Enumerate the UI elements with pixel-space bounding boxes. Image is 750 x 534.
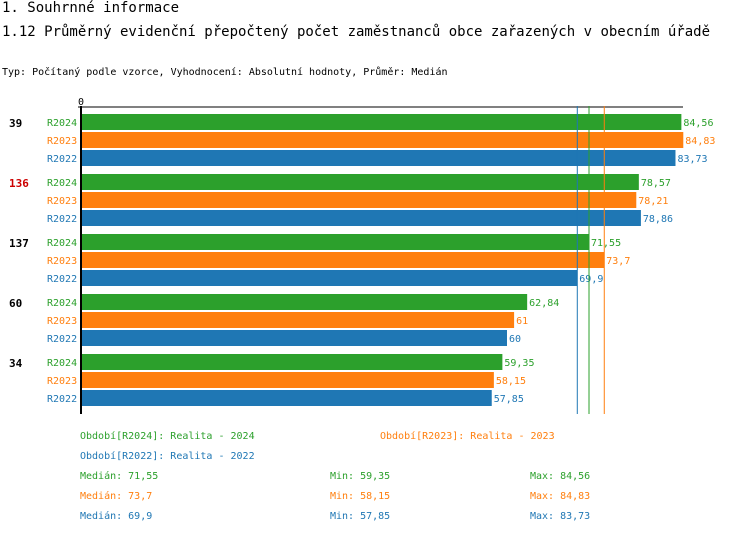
bar — [82, 114, 682, 130]
series-label: R2022 — [47, 154, 77, 165]
series-label: R2023 — [47, 256, 77, 267]
chart-subtitle: Typ: Počítaný podle vzorce, Vyhodnocení:… — [2, 67, 448, 78]
bar — [82, 312, 515, 328]
bar — [82, 354, 503, 370]
series-label: R2023 — [47, 196, 77, 207]
bar — [82, 192, 637, 208]
series-label: R2022 — [47, 274, 77, 285]
series-label: R2023 — [47, 316, 77, 327]
group-label: 60 — [9, 297, 22, 310]
series-label: R2024 — [47, 298, 77, 309]
data-label: 58,15 — [496, 376, 526, 387]
group-label: 136 — [9, 177, 29, 190]
series-label: R2024 — [47, 358, 77, 369]
bar — [82, 390, 492, 406]
series-label: R2023 — [47, 376, 77, 387]
series-label: R2022 — [47, 334, 77, 345]
section-title: 1. Souhrnné informace — [2, 0, 180, 16]
data-label: 57,85 — [494, 394, 524, 405]
bar — [82, 252, 605, 268]
data-label: 71,55 — [591, 238, 621, 249]
data-label: 84,83 — [685, 136, 715, 147]
data-label: 69,9 — [579, 274, 603, 285]
data-label: 78,86 — [643, 214, 673, 225]
series-label: R2024 — [47, 178, 77, 189]
bar — [82, 270, 578, 286]
bar — [82, 132, 684, 148]
series-label: R2024 — [47, 118, 77, 129]
series-label: R2024 — [47, 238, 77, 249]
data-label: 62,84 — [529, 298, 559, 309]
series-label: R2023 — [47, 136, 77, 147]
data-label: 78,57 — [641, 178, 671, 189]
group-label: 39 — [9, 117, 22, 130]
data-label: 61 — [516, 316, 528, 327]
data-label: 60 — [509, 334, 521, 345]
bar — [82, 294, 528, 310]
bar — [82, 330, 507, 346]
axis-zero-label: 0 — [78, 97, 84, 108]
group-label: 34 — [9, 357, 23, 370]
bar — [82, 234, 590, 250]
data-label: 59,35 — [504, 358, 534, 369]
bar — [82, 174, 639, 190]
data-label: 73,7 — [606, 256, 630, 267]
bar — [82, 210, 641, 226]
data-label: 84,56 — [683, 118, 713, 129]
bar — [82, 372, 494, 388]
group-label: 137 — [9, 237, 29, 250]
data-label: 83,73 — [677, 154, 707, 165]
data-label: 78,21 — [638, 196, 668, 207]
series-label: R2022 — [47, 394, 77, 405]
page-title: 1.12 Průměrný evidenční přepočtený počet… — [2, 24, 711, 40]
series-label: R2022 — [47, 214, 77, 225]
bar — [82, 150, 676, 166]
